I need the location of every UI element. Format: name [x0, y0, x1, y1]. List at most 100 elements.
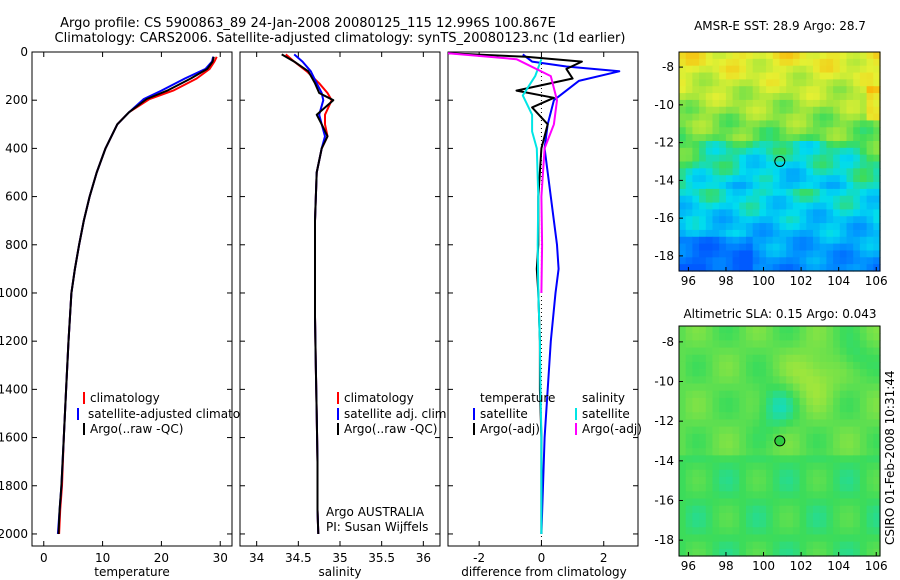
map-cell	[866, 455, 874, 464]
map-cell	[859, 113, 868, 122]
legend-sal-argo: Argo(..raw -QC)	[344, 422, 437, 436]
map-cell	[839, 264, 848, 272]
map-cell	[692, 86, 700, 94]
map-cell	[819, 455, 827, 464]
map-cell	[725, 58, 734, 67]
map-cell	[692, 469, 700, 478]
map-cell	[712, 333, 720, 341]
map-cell	[712, 188, 720, 197]
map-cell	[746, 209, 754, 217]
map-cell	[739, 541, 747, 550]
map-cell	[859, 86, 868, 94]
map-cell	[833, 79, 841, 87]
map-cell	[746, 390, 754, 399]
map-cell	[792, 541, 801, 550]
map-cell	[853, 333, 861, 341]
map-cell	[786, 390, 794, 399]
map-cell	[746, 333, 754, 341]
map-cell	[746, 120, 754, 128]
map-cell	[792, 326, 801, 334]
map-cell	[853, 354, 861, 363]
map-cell	[792, 476, 801, 485]
map-cell	[792, 257, 801, 265]
map-cell	[833, 140, 841, 149]
map-cell	[839, 462, 848, 471]
map-cell	[799, 433, 807, 442]
map-cell	[719, 188, 727, 197]
map-cell	[866, 250, 874, 258]
map-cell	[792, 134, 801, 142]
map-cell	[699, 65, 707, 74]
map-cell	[786, 243, 794, 252]
map-cell	[739, 65, 747, 74]
map-cell	[826, 484, 834, 492]
map-cell	[699, 257, 707, 265]
map-cell	[679, 52, 687, 60]
map-cell	[679, 188, 687, 197]
map-cell	[705, 250, 714, 258]
map-cell	[772, 476, 781, 485]
map-cell	[779, 548, 787, 557]
map-cell	[772, 491, 781, 500]
map-cell	[705, 127, 714, 135]
map-cell	[859, 229, 868, 238]
map-cell	[692, 455, 700, 464]
map-cell	[699, 58, 707, 67]
map-cell	[839, 236, 848, 245]
map-cell	[826, 361, 834, 370]
map-cell	[839, 99, 848, 108]
map-cell	[772, 250, 781, 258]
map-cell	[866, 441, 874, 449]
map-cell	[826, 188, 834, 197]
map-cell	[806, 548, 814, 557]
map-cell	[799, 147, 807, 156]
map-cell	[766, 229, 774, 238]
map-cell	[813, 52, 821, 60]
map-cell	[732, 340, 740, 349]
map-cell	[859, 397, 868, 406]
map-cell	[732, 448, 740, 456]
map-cell	[705, 134, 714, 142]
map-cell	[819, 182, 827, 190]
map-cell	[779, 86, 787, 94]
map-cell	[712, 229, 720, 238]
map-cell	[866, 405, 874, 413]
map-cell	[859, 433, 868, 442]
map-cell	[692, 58, 700, 67]
map-cell	[779, 236, 787, 245]
map-cell	[826, 405, 834, 413]
map-cell	[786, 520, 794, 528]
map-cell	[779, 223, 787, 231]
map-cell	[833, 462, 841, 471]
map-cell	[799, 52, 807, 60]
map-cell	[732, 106, 740, 115]
map-cell	[873, 99, 881, 108]
map-cell	[819, 147, 827, 156]
map-cell	[705, 455, 714, 464]
map-cell	[866, 347, 874, 356]
map-cell	[712, 93, 720, 101]
map-cell	[699, 223, 707, 231]
map-cell	[725, 433, 734, 442]
map-cell	[766, 134, 774, 142]
map-cell	[752, 147, 760, 156]
map-cell	[792, 140, 801, 149]
map-cell	[685, 354, 693, 363]
map-cell	[705, 188, 714, 197]
map-cell	[786, 99, 794, 108]
map-cell	[759, 72, 767, 80]
map-cell	[813, 223, 821, 231]
map-cell	[679, 147, 687, 156]
map-cell	[866, 86, 874, 94]
map-cell	[846, 433, 854, 442]
map-cell	[752, 257, 760, 265]
map-cell	[779, 347, 787, 356]
map-cell	[712, 448, 720, 456]
map-cell	[699, 72, 707, 80]
map-cell	[866, 426, 874, 435]
map-cell	[786, 541, 794, 550]
map-cell	[705, 541, 714, 550]
map-cell	[839, 441, 848, 449]
map-cell	[806, 354, 814, 363]
map-cell	[806, 106, 814, 115]
